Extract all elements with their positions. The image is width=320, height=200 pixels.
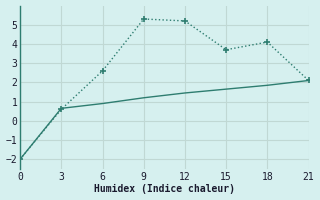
X-axis label: Humidex (Indice chaleur): Humidex (Indice chaleur)	[94, 184, 235, 194]
